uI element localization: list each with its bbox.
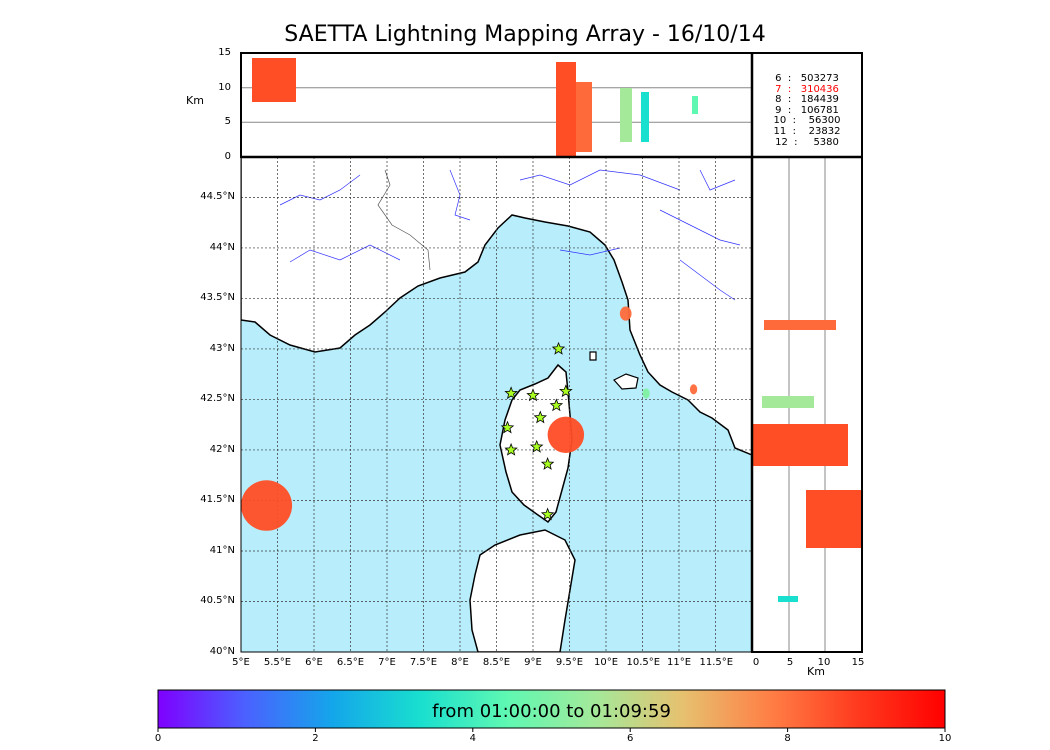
- station-star: [504, 386, 518, 400]
- lat-tick-label: 42.5°N: [200, 393, 235, 405]
- altitude-side-marks: [752, 320, 862, 602]
- lightning-cluster: [642, 388, 650, 399]
- station-star: [533, 410, 548, 424]
- colorbar-tick-label: 8: [784, 733, 791, 744]
- chart-title: SAETTA Lightning Mapping Array - 16/10/1…: [284, 22, 766, 47]
- map-panel: [240, 156, 753, 653]
- altitude-top-tick-label: 10: [218, 81, 231, 93]
- altitude-top-cluster-3: [576, 82, 592, 152]
- lon-tick-label: 11°E: [666, 657, 692, 668]
- altitude-top-tick-label: 0: [224, 151, 231, 162]
- altitude-side-tick-label: 0: [752, 657, 760, 668]
- station-star: [500, 420, 515, 434]
- colorbar-tick-label: 6: [627, 733, 634, 744]
- lat-tick-label: 40.5°N: [200, 595, 235, 607]
- map-marks: [240, 306, 698, 531]
- altitude-top-cluster-2: [556, 62, 576, 156]
- lat-tick-label: 41.5°N: [200, 494, 235, 506]
- lat-tick-label: 41°N: [209, 544, 235, 556]
- lon-tick-label: 7.5°E: [409, 657, 438, 668]
- lightning-cluster: [619, 306, 632, 321]
- altitude-side-cluster-5: [778, 596, 798, 602]
- lat-tick-label: 44.5°N: [200, 191, 235, 203]
- lightning-cluster: [240, 480, 293, 531]
- station-star: [540, 507, 555, 521]
- lon-tick-label: 8.5°E: [482, 657, 511, 668]
- borders: [377, 169, 431, 271]
- altitude-top-cluster-1: [252, 58, 296, 102]
- altitude-top-cluster-4: [620, 88, 632, 142]
- lon-tick-label: 11.5°E: [699, 657, 734, 668]
- altitude-side-cluster-1: [764, 320, 836, 330]
- colorbar-tick-label: 4: [469, 733, 476, 744]
- altitude-side-xlabel: Km: [807, 665, 825, 678]
- lat-tick-label: 43.5°N: [200, 292, 235, 304]
- station-star: [551, 341, 566, 355]
- count-row: 6 : 503273: [775, 73, 839, 84]
- altitude-top-ylabel: Km: [186, 94, 204, 107]
- rivers: [279, 169, 741, 301]
- altitude-top-tick-label: 5: [224, 116, 231, 128]
- lon-tick-label: 9.5°E: [555, 657, 584, 668]
- station-star: [526, 388, 540, 402]
- colorbar-tick-label: 2: [312, 733, 319, 744]
- island-elba: [613, 373, 639, 390]
- colorbar: [157, 689, 946, 729]
- count-row: 7 : 310436: [775, 83, 839, 95]
- altitude-top-cluster-6: [692, 96, 698, 114]
- colorbar-tick-label: 10: [938, 733, 952, 744]
- altitude-side-panel: [751, 156, 863, 653]
- lon-tick-label: 5°E: [232, 657, 250, 668]
- lon-tick-label: 9°E: [524, 657, 542, 668]
- altitude-side-tick-label: 15: [851, 657, 865, 668]
- map-grid: [241, 157, 752, 652]
- count-row: 10 : 56300: [773, 115, 841, 127]
- lightning-cluster: [689, 384, 698, 395]
- altitude-side-cluster-3: [752, 424, 848, 466]
- station-star: [549, 398, 564, 412]
- station-star: [540, 456, 555, 470]
- altitude-top-tick-label: 15: [218, 47, 231, 58]
- station-star: [559, 384, 573, 398]
- altitude-top-marks: [252, 58, 698, 156]
- altitude-top-background: [241, 53, 752, 157]
- lon-tick-label: 5.5°E: [263, 657, 292, 668]
- lat-tick-label: 44°N: [209, 241, 235, 253]
- lon-tick-label: 6.5°E: [336, 657, 365, 668]
- altitude-top-cluster-5: [641, 92, 649, 142]
- altitude-side-cluster-2: [762, 396, 814, 408]
- land-mainland: [241, 157, 752, 456]
- lat-tick-label: 40°N: [209, 646, 235, 657]
- colorbar-ticks: [157, 728, 946, 732]
- altitude-top-panel: [240, 52, 753, 158]
- count-row: 9 : 106781: [775, 104, 839, 116]
- colorbar-tick-label: 0: [154, 733, 162, 744]
- lon-tick-label: 10.5°E: [626, 657, 661, 668]
- altitude-side-cluster-4: [806, 490, 862, 548]
- lat-tick-label: 43°N: [209, 342, 235, 354]
- island-capraia: [589, 351, 597, 361]
- lightning-cluster: [547, 416, 585, 453]
- lat-tick-label: 42°N: [209, 443, 235, 455]
- lon-tick-label: 8°E: [451, 657, 469, 668]
- colorbar-label: from 01:00:00 to 01:09:59: [432, 701, 671, 722]
- station-star: [504, 442, 518, 456]
- count-row: 8 : 184439: [775, 94, 839, 106]
- count-row: 12 : 5380: [775, 136, 839, 148]
- altitude-side-tick-label: 5: [786, 657, 794, 668]
- count-row: 11 : 23832: [773, 126, 841, 137]
- altitude-side-tick-label: 10: [817, 657, 831, 668]
- lon-tick-label: 10°E: [593, 657, 619, 668]
- station-star: [529, 439, 544, 453]
- lon-tick-label: 7°E: [378, 657, 396, 668]
- lon-tick-label: 6°E: [305, 657, 323, 668]
